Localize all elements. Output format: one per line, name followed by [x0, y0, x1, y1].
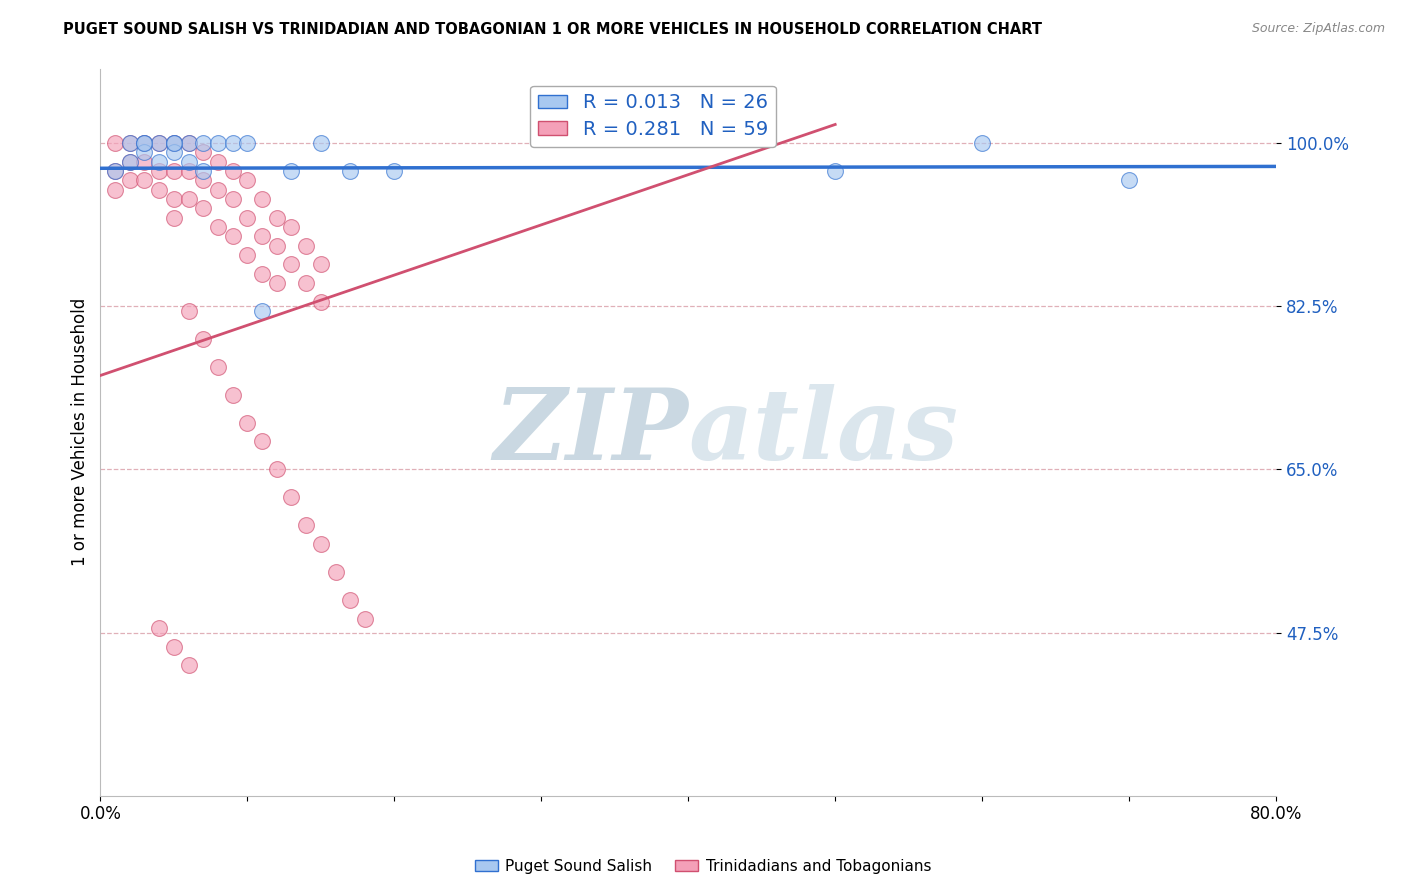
- Point: [207, 183, 229, 197]
- Point: [163, 136, 186, 150]
- Point: [250, 267, 273, 281]
- Point: [163, 145, 186, 160]
- Y-axis label: 1 or more Vehicles in Household: 1 or more Vehicles in Household: [72, 298, 89, 566]
- Point: [148, 136, 170, 150]
- Point: [104, 183, 127, 197]
- Point: [266, 238, 288, 252]
- Point: [250, 304, 273, 318]
- Point: [134, 173, 156, 187]
- Point: [134, 136, 156, 150]
- Point: [236, 248, 259, 262]
- Point: [280, 220, 302, 235]
- Point: [193, 145, 215, 160]
- Point: [163, 211, 186, 225]
- Point: [104, 136, 127, 150]
- Point: [382, 164, 405, 178]
- Point: [972, 136, 994, 150]
- Point: [280, 491, 302, 505]
- Point: [177, 136, 200, 150]
- Point: [236, 173, 259, 187]
- Point: [309, 136, 332, 150]
- Text: Source: ZipAtlas.com: Source: ZipAtlas.com: [1251, 22, 1385, 36]
- Point: [339, 164, 361, 178]
- Point: [309, 294, 332, 309]
- Point: [250, 434, 273, 449]
- Point: [148, 136, 170, 150]
- Point: [118, 154, 141, 169]
- Point: [266, 462, 288, 476]
- Point: [134, 136, 156, 150]
- Point: [193, 332, 215, 346]
- Point: [148, 154, 170, 169]
- Point: [177, 164, 200, 178]
- Point: [280, 257, 302, 271]
- Point: [221, 136, 243, 150]
- Point: [309, 257, 332, 271]
- Legend: R = 0.013   N = 26, R = 0.281   N = 59: R = 0.013 N = 26, R = 0.281 N = 59: [530, 86, 776, 147]
- Text: PUGET SOUND SALISH VS TRINIDADIAN AND TOBAGONIAN 1 OR MORE VEHICLES IN HOUSEHOLD: PUGET SOUND SALISH VS TRINIDADIAN AND TO…: [63, 22, 1042, 37]
- Point: [295, 276, 318, 290]
- Point: [177, 192, 200, 206]
- Point: [134, 154, 156, 169]
- Point: [236, 136, 259, 150]
- Point: [207, 136, 229, 150]
- Point: [266, 276, 288, 290]
- Point: [177, 658, 200, 673]
- Point: [163, 164, 186, 178]
- Point: [118, 173, 141, 187]
- Point: [295, 238, 318, 252]
- Point: [118, 154, 141, 169]
- Point: [250, 192, 273, 206]
- Point: [221, 192, 243, 206]
- Point: [148, 183, 170, 197]
- Text: ZIP: ZIP: [494, 384, 688, 481]
- Point: [266, 211, 288, 225]
- Point: [221, 229, 243, 244]
- Point: [207, 359, 229, 374]
- Point: [354, 612, 377, 626]
- Point: [1118, 173, 1140, 187]
- Point: [325, 565, 347, 579]
- Point: [134, 136, 156, 150]
- Point: [824, 164, 846, 178]
- Point: [163, 136, 186, 150]
- Point: [236, 416, 259, 430]
- Point: [163, 192, 186, 206]
- Point: [163, 136, 186, 150]
- Point: [104, 164, 127, 178]
- Point: [193, 164, 215, 178]
- Point: [193, 202, 215, 216]
- Point: [207, 154, 229, 169]
- Point: [148, 164, 170, 178]
- Point: [118, 136, 141, 150]
- Point: [177, 154, 200, 169]
- Point: [295, 518, 318, 533]
- Point: [236, 211, 259, 225]
- Text: atlas: atlas: [688, 384, 959, 481]
- Point: [250, 229, 273, 244]
- Point: [118, 136, 141, 150]
- Point: [309, 537, 332, 551]
- Point: [177, 304, 200, 318]
- Point: [177, 136, 200, 150]
- Point: [193, 173, 215, 187]
- Point: [193, 136, 215, 150]
- Point: [339, 593, 361, 607]
- Point: [148, 621, 170, 635]
- Point: [221, 164, 243, 178]
- Point: [280, 164, 302, 178]
- Legend: Puget Sound Salish, Trinidadians and Tobagonians: Puget Sound Salish, Trinidadians and Tob…: [468, 853, 938, 880]
- Point: [221, 388, 243, 402]
- Point: [163, 640, 186, 654]
- Point: [207, 220, 229, 235]
- Point: [104, 164, 127, 178]
- Point: [134, 145, 156, 160]
